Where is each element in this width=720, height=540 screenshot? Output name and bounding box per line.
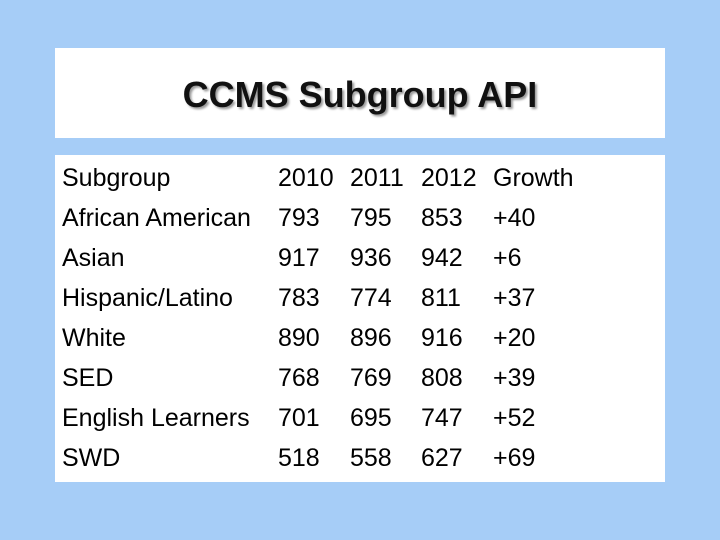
column-header: Growth [493, 164, 574, 192]
table-cell: 558 [350, 444, 392, 472]
row-label: African American [62, 204, 251, 232]
title-box: CCMS Subgroup API [55, 48, 665, 138]
table-cell: 627 [421, 444, 463, 472]
table-cell: 853 [421, 204, 463, 232]
table-cell: 701 [278, 404, 320, 432]
column-header: Subgroup [62, 164, 171, 192]
column-header: 2012 [421, 164, 477, 192]
table-cell: 896 [350, 324, 392, 352]
table-cell: 747 [421, 404, 463, 432]
table-cell: 795 [350, 204, 392, 232]
table-cell: +20 [493, 324, 536, 352]
table-cell: +37 [493, 284, 536, 312]
table-cell: 808 [421, 364, 463, 392]
row-label: Hispanic/Latino [62, 284, 233, 312]
row-label: SWD [62, 444, 121, 472]
table-cell: +52 [493, 404, 536, 432]
table-cell: 793 [278, 204, 320, 232]
table-cell: 695 [350, 404, 392, 432]
table-cell: 890 [278, 324, 320, 352]
table-cell: +69 [493, 444, 536, 472]
table: Subgroup 2010 2011 2012 Growth African Americ… [55, 155, 665, 482]
table-cell: +40 [493, 204, 536, 232]
table-cell: 769 [350, 364, 392, 392]
column-header: 2011 [350, 164, 404, 192]
row-label: Asian [62, 244, 125, 272]
table-cell: 942 [421, 244, 463, 272]
column-header: 2010 [278, 164, 334, 192]
table-cell: 518 [278, 444, 320, 472]
table-cell: 811 [421, 284, 461, 312]
table-cell: +39 [493, 364, 536, 392]
row-label: English Learners [62, 404, 250, 432]
table-cell: +6 [493, 244, 522, 272]
table-cell: 783 [278, 284, 320, 312]
row-label: White [62, 324, 126, 352]
slide-title: CCMS Subgroup API [182, 74, 538, 115]
table-cell: 768 [278, 364, 320, 392]
table-cell: 774 [350, 284, 392, 312]
table-cell: 917 [278, 244, 320, 272]
table-cell: 916 [421, 324, 463, 352]
table-cell: 936 [350, 244, 392, 272]
row-label: SED [62, 364, 114, 392]
